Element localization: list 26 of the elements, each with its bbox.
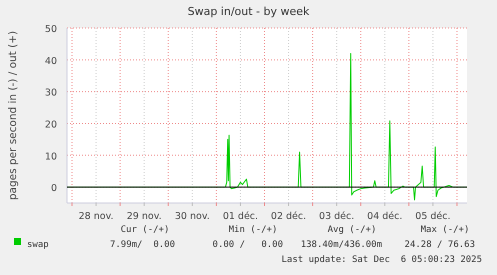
x-tick-label: 29 nov. [126, 211, 162, 222]
text: Avg (-/+) [328, 225, 376, 235]
y-axis-title: pages per second in (-) / out (+) [7, 30, 19, 200]
text: 24.28 / 76.63 [404, 240, 475, 250]
y-tick-label: 0 [50, 183, 57, 194]
y-tick-label: 20 [44, 119, 57, 130]
x-tick-label: 04 déc. [367, 211, 402, 222]
chart-title: Swap in/out - by week [188, 5, 310, 18]
x-tick-label: 28 nov. [78, 211, 114, 222]
x-tick-label: 30 nov. [174, 211, 210, 222]
y-tick-label: 30 [44, 88, 57, 99]
text: Last update: Sat Dec 6 05:00:23 2025 [282, 255, 482, 265]
text: Max (-/+) [420, 225, 470, 235]
text: Cur (-/+) [120, 225, 170, 235]
text: 138.40m/436.00m [300, 240, 382, 250]
text: 0.00 / 0.00 [212, 240, 283, 250]
x-tick-label: 03 déc. [319, 211, 354, 222]
x-tick-label: 01 déc. [222, 211, 258, 222]
x-tick-label: 05 déc. [415, 211, 451, 222]
y-tick-label: 50 [44, 24, 57, 35]
text: 7.99m/ 0.00 [110, 240, 175, 250]
y-tick-label: 40 [44, 56, 57, 67]
legend-label: swap [27, 240, 49, 250]
text: Min (-/+) [228, 225, 278, 235]
y-tick-label: 10 [44, 151, 57, 162]
x-tick-label: 02 déc. [270, 211, 306, 222]
